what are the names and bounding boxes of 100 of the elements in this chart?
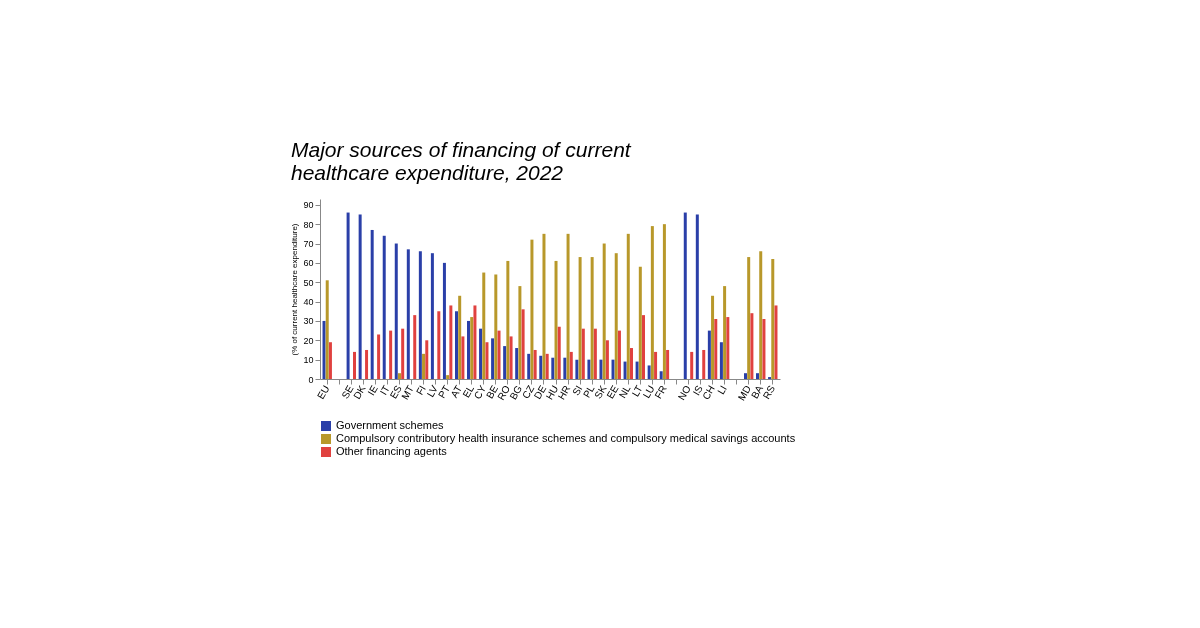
bar [533,349,537,379]
bar [593,328,597,379]
bar [557,326,561,379]
bar [521,309,525,379]
bar [771,259,775,379]
y-tick-label: 20 [303,335,314,346]
bar [638,266,642,379]
y-tick-label: 50 [303,277,314,288]
bar [394,243,398,379]
y-tick-label: 90 [303,200,314,211]
x-tick-label: EU [315,383,332,402]
bar [743,373,747,379]
bar [454,311,458,379]
bar [509,336,513,379]
bar [322,320,326,379]
bar [590,257,594,379]
bar [654,351,658,379]
bar [491,338,495,379]
bar [566,233,570,379]
bar [449,305,453,379]
bar [461,336,465,379]
bar [473,305,477,379]
bar [711,295,715,379]
bar [695,214,699,379]
legend-label: Government schemes [336,419,445,431]
x-tick-label: IE [365,383,380,398]
bar [497,330,501,379]
x-tick-label: LI [715,383,729,397]
y-tick-label: 70 [303,239,314,250]
bar [418,251,422,379]
bar [430,253,434,379]
bar [470,317,474,379]
bar [358,214,362,379]
bar [575,359,579,379]
chart-title: Major sources of financing of current healthcare expenditure, 2022 [290,138,632,184]
bar [614,253,618,379]
bar [479,328,483,379]
bar [759,251,763,379]
x-tick-label: PT [436,383,452,401]
bar [401,328,405,379]
bar [422,353,426,379]
bar [578,257,582,379]
x-tick-label: NO [675,383,693,402]
bar [605,340,609,379]
bar [723,286,727,379]
bar [647,365,651,379]
bar [747,257,751,379]
bar [756,373,760,379]
bar [442,262,446,379]
legend-label: Compulsory contributory health insurance schemes and compulsory medical savings accounts [336,432,796,444]
bar [602,243,606,379]
bar [551,357,555,379]
bar [325,280,329,379]
bar [683,212,687,379]
bar [346,212,350,379]
bar [666,349,670,379]
bar [569,351,573,379]
bar [518,286,522,379]
bar [563,357,567,379]
bar [662,224,666,379]
bar [642,315,646,379]
bar [503,346,507,379]
bar [629,348,633,379]
bar [542,233,546,379]
bar [599,359,603,379]
bar [515,348,519,379]
y-tick-label: 30 [303,316,314,327]
bar [370,229,374,379]
bar [554,260,558,379]
bar [762,319,766,379]
y-tick-label: 0 [308,374,314,385]
bar [726,317,730,379]
bar [406,249,410,379]
bar [377,334,381,379]
bar [485,342,489,379]
bar [623,361,627,379]
bar [365,349,369,379]
bar [539,355,543,379]
bar [774,305,778,379]
bar [494,274,498,379]
bar [702,349,706,379]
bar [635,361,639,379]
bar [527,353,531,379]
bar [328,342,332,379]
bar [587,359,591,379]
y-axis-title: (% of current healthcare expenditure) [290,223,300,356]
y-tick-label: 40 [303,297,314,308]
bar [425,340,429,379]
y-tick-label: 60 [303,258,314,269]
bar [389,330,393,379]
bar [617,330,621,379]
bar [690,351,694,379]
bar [353,351,357,379]
bar [482,272,486,379]
x-tick-label: FI [413,383,428,397]
bar [611,359,615,379]
bar [659,371,663,379]
bar [397,373,401,379]
bar [545,353,549,379]
bar [650,226,654,379]
